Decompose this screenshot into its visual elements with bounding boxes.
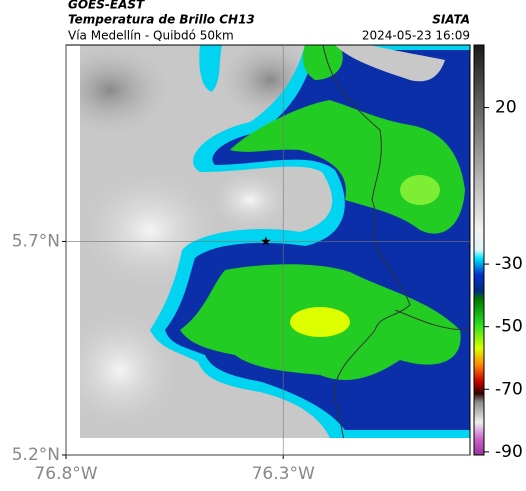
- title: Temperatura de Brillo CH13: [68, 13, 255, 27]
- subtitle: Vía Medellín - Quibdó 50km: [68, 29, 234, 43]
- y-tick-label: 5.7°N: [12, 231, 60, 251]
- colorbar: [473, 44, 485, 456]
- colorbar-tick-label: -30: [495, 254, 523, 274]
- location-marker: [261, 236, 271, 246]
- satellite-image: [80, 45, 470, 438]
- credit: SIATA: [432, 13, 470, 27]
- x-tick-label: 76.3°W: [252, 464, 315, 484]
- y-tick-label: 5.2°N: [12, 445, 60, 465]
- source: GOES-EAST: [68, 0, 145, 12]
- timestamp: 2024-05-23 16:09: [362, 29, 470, 43]
- colorbar-tick-label: -90: [495, 442, 523, 462]
- colorbar-tick-label: 20: [495, 98, 517, 118]
- x-tick-label: 76.8°W: [34, 464, 97, 484]
- colorbar-tick-label: -50: [495, 317, 523, 337]
- colorbar-tick-label: -70: [495, 379, 523, 399]
